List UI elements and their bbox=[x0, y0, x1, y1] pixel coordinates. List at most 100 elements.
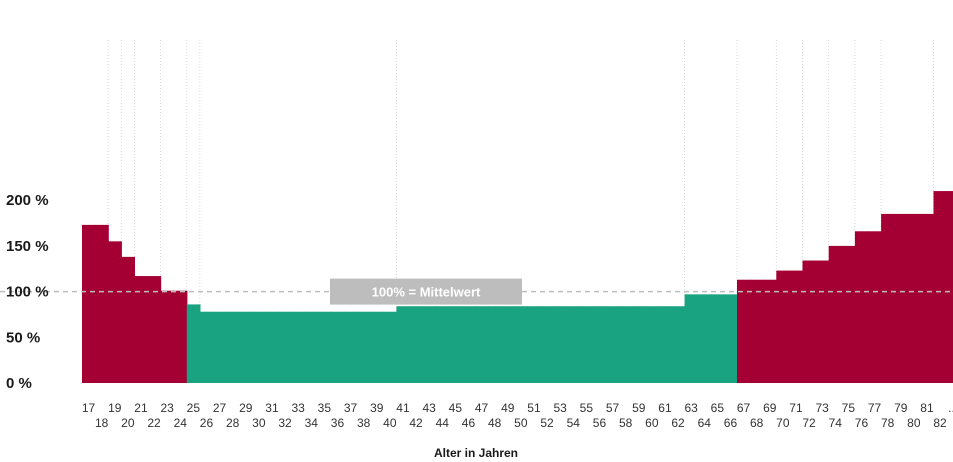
bar-70 bbox=[776, 270, 790, 383]
bar-77 bbox=[868, 231, 882, 383]
bar-55 bbox=[579, 306, 594, 383]
x-tick-label: 19 bbox=[108, 401, 122, 415]
bar-61 bbox=[658, 306, 673, 383]
bar-48 bbox=[488, 306, 502, 383]
bar-51 bbox=[527, 306, 542, 383]
bar-75 bbox=[841, 245, 856, 383]
bar-36 bbox=[330, 311, 345, 383]
bar-74 bbox=[828, 245, 843, 383]
x-tick-label: 55 bbox=[580, 401, 594, 415]
x-tick-label: 20 bbox=[121, 416, 135, 430]
bar-63 bbox=[684, 294, 699, 383]
x-tick-label: 49 bbox=[501, 401, 515, 415]
x-tick-label: 81 bbox=[920, 401, 934, 415]
x-tick-label: 62 bbox=[671, 416, 685, 430]
x-tick-label: 35 bbox=[318, 401, 332, 415]
x-tick-label: 68 bbox=[750, 416, 764, 430]
x-tick-label: 22 bbox=[147, 416, 161, 430]
bar-45 bbox=[448, 306, 463, 383]
x-tick-label: 61 bbox=[658, 401, 672, 415]
x-tick-label: 65 bbox=[711, 401, 725, 415]
bar-41 bbox=[396, 306, 411, 383]
x-tick-label: 23 bbox=[160, 401, 174, 415]
bar-44 bbox=[435, 306, 450, 383]
x-tick-label: 78 bbox=[881, 416, 895, 430]
bar-56 bbox=[592, 306, 607, 383]
x-tick-label: 45 bbox=[449, 401, 463, 415]
x-tick-label: 32 bbox=[278, 416, 292, 430]
x-tick-label: 26 bbox=[200, 416, 214, 430]
x-tick-label: 31 bbox=[265, 401, 279, 415]
x-tick-label: 52 bbox=[540, 416, 554, 430]
x-tick-label: 80 bbox=[907, 416, 921, 430]
bar-19 bbox=[108, 241, 122, 383]
x-tick-label: 48 bbox=[488, 416, 502, 430]
bar-79 bbox=[894, 213, 908, 383]
x-tick-label: 38 bbox=[357, 416, 371, 430]
x-tick-label: 41 bbox=[396, 401, 410, 415]
bar-72 bbox=[802, 260, 817, 383]
bar-66 bbox=[723, 294, 738, 383]
x-tick-label: 74 bbox=[829, 416, 843, 430]
bar-28 bbox=[226, 311, 240, 383]
x-tick-label: 47 bbox=[475, 401, 489, 415]
x-tick-label: 36 bbox=[331, 416, 345, 430]
bar-80 bbox=[907, 213, 921, 383]
x-tick-label: 77 bbox=[868, 401, 882, 415]
x-tick-label: 28 bbox=[226, 416, 240, 430]
x-tick-label: 76 bbox=[855, 416, 869, 430]
bar-54 bbox=[566, 306, 581, 383]
bar-52 bbox=[540, 306, 555, 383]
bar-30 bbox=[252, 311, 266, 383]
bar-17 bbox=[82, 224, 96, 383]
y-tick-label: 50 % bbox=[6, 329, 40, 346]
y-tick-label: 200 % bbox=[6, 192, 49, 209]
x-tick-label: 50 bbox=[514, 416, 528, 430]
y-tick-label: 150 % bbox=[6, 238, 49, 255]
bar-43 bbox=[422, 306, 437, 383]
bar-69 bbox=[763, 279, 777, 383]
bar-49 bbox=[501, 306, 515, 383]
bar-65 bbox=[710, 294, 725, 383]
bar-26 bbox=[199, 311, 214, 383]
x-tick-label: 64 bbox=[698, 416, 712, 430]
bar-78 bbox=[881, 213, 895, 383]
bar-24 bbox=[173, 290, 188, 383]
x-tick-label: 42 bbox=[409, 416, 423, 430]
bar-32 bbox=[278, 311, 293, 383]
bar-29 bbox=[239, 311, 253, 383]
bar-57 bbox=[606, 306, 620, 383]
bar-37 bbox=[344, 311, 358, 383]
bar-21 bbox=[134, 276, 149, 383]
bar-25 bbox=[186, 304, 201, 383]
x-axis-ticks: 1718192021222324252627282930313233343536… bbox=[82, 401, 953, 430]
x-tick-label: 73 bbox=[815, 401, 829, 415]
x-tick-label: 57 bbox=[606, 401, 620, 415]
y-axis-ticks: 0 % 50 % 100 % 150 % 200 % bbox=[6, 192, 49, 392]
bar-53 bbox=[553, 306, 568, 383]
x-tick-label: 17 bbox=[82, 401, 96, 415]
x-tick-label: 82 bbox=[933, 416, 947, 430]
x-axis-title: Alter in Jahren bbox=[434, 446, 518, 460]
x-tick-label: 37 bbox=[344, 401, 358, 415]
x-tick-label: 67 bbox=[737, 401, 751, 415]
bar-58 bbox=[619, 306, 633, 383]
bar-81 bbox=[920, 213, 935, 383]
x-tick-label: 40 bbox=[383, 416, 397, 430]
x-tick-label: 66 bbox=[724, 416, 738, 430]
x-tick-label: 70 bbox=[776, 416, 790, 430]
bar-38 bbox=[357, 311, 371, 383]
x-tick-label: 44 bbox=[436, 416, 450, 430]
bar-23 bbox=[160, 290, 175, 383]
bar-62 bbox=[671, 306, 686, 383]
x-tick-label: 56 bbox=[593, 416, 607, 430]
x-tick-label: 30 bbox=[252, 416, 266, 430]
x-tick-label: 54 bbox=[567, 416, 581, 430]
bar-33 bbox=[291, 311, 306, 383]
bar-59 bbox=[632, 306, 646, 383]
bars bbox=[82, 191, 953, 383]
x-tick-label: 29 bbox=[239, 401, 253, 415]
bar-73 bbox=[815, 260, 830, 383]
bar-67 bbox=[737, 279, 751, 383]
